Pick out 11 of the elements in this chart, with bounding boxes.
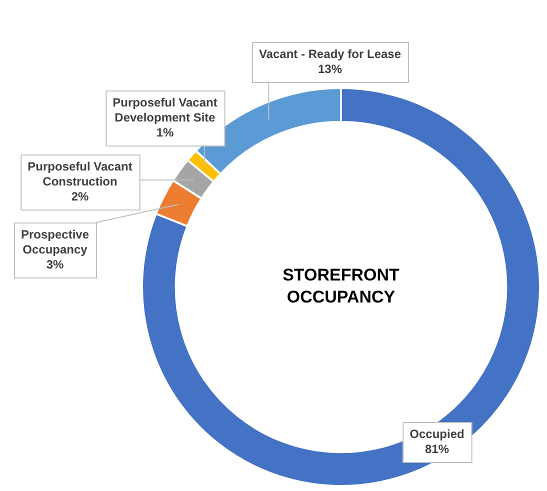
slice-label: Occupied: [410, 426, 464, 441]
data-label: 3%: [46, 257, 64, 272]
slice-label: Vacant - Ready for Lease: [258, 46, 402, 61]
data-label: 13%: [318, 62, 342, 76]
data-label: 2%: [71, 189, 89, 204]
data-label: 1%: [156, 125, 174, 140]
slice-label: Purposeful Vacant Construction: [28, 159, 132, 188]
slice-label: Prospective Occupancy: [20, 227, 90, 256]
text: STOREFRONT OCCUPANCY: [282, 266, 400, 307]
data-label: 81%: [424, 442, 450, 456]
slice-label: Purposeful Vacant Development Site: [112, 95, 218, 124]
